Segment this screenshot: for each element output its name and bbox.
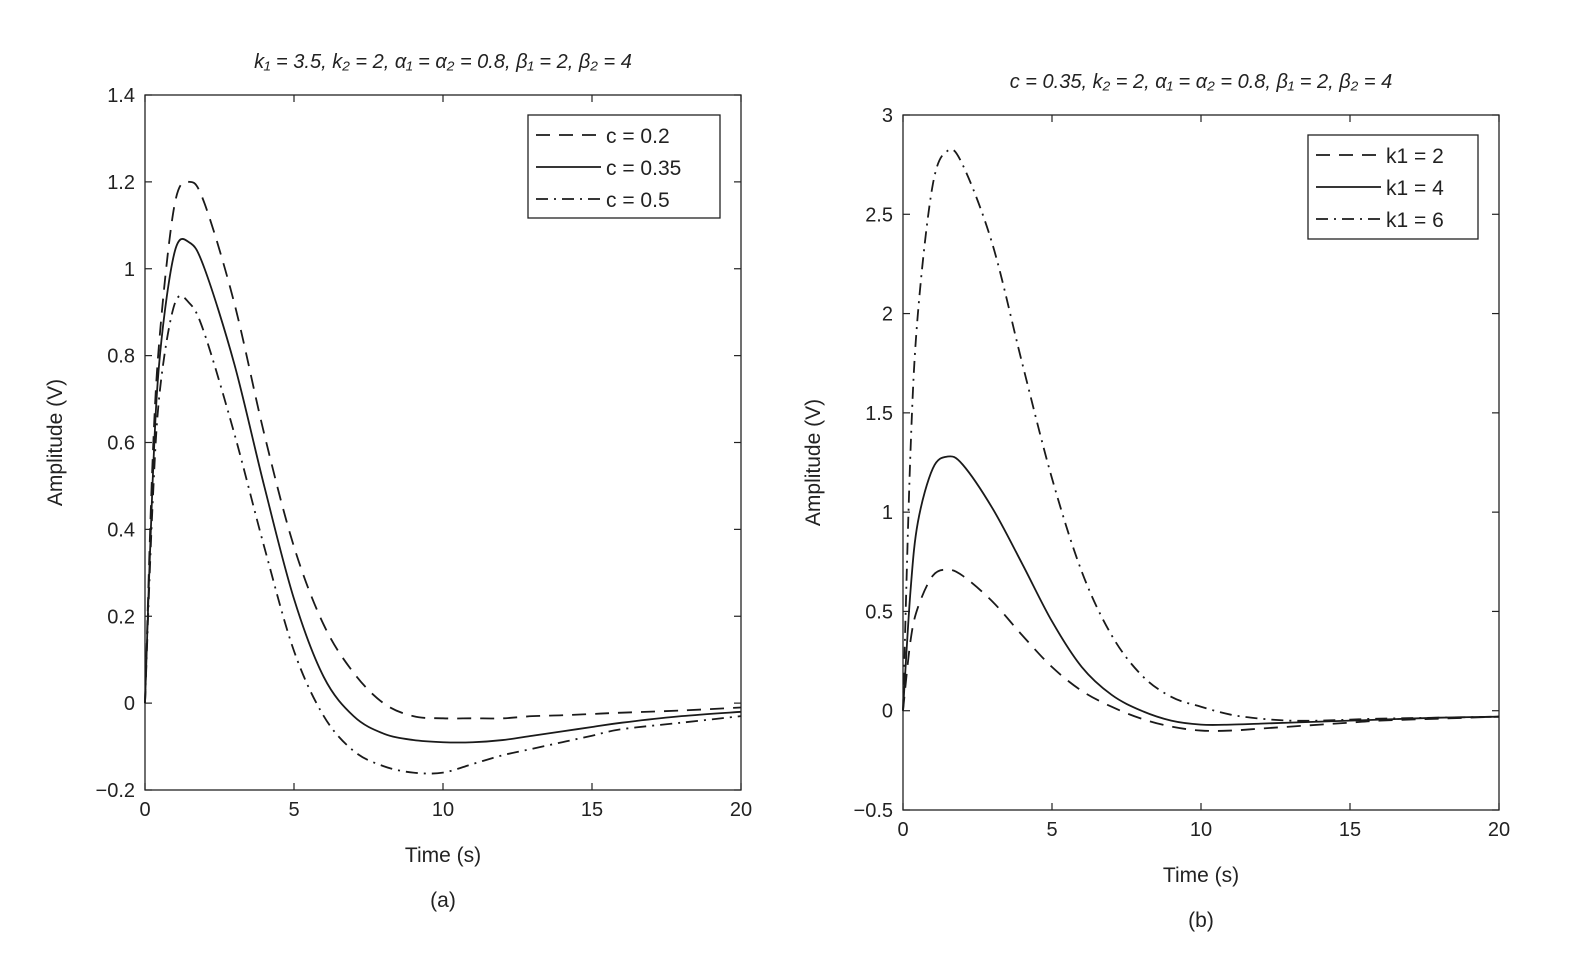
x-tick-label: 15 xyxy=(1339,819,1361,841)
x-tick-label: 5 xyxy=(288,799,299,821)
y-tick-label: 1.4 xyxy=(107,85,135,107)
chart-panel-a: k₁ = 3.5, k₂ = 2, α₁ = α₂ = 0.8, β₁ = 2,… xyxy=(44,51,752,912)
x-axis-label: Time (s) xyxy=(1163,864,1239,887)
series-line-dashed xyxy=(144,180,742,720)
y-tick-label: 2.5 xyxy=(865,204,893,226)
y-tick-label: −0.5 xyxy=(854,800,893,822)
y-tick-label: 0.5 xyxy=(865,601,893,623)
x-axis-label: Time (s) xyxy=(405,844,481,867)
x-tick-label: 0 xyxy=(897,819,908,841)
legend-entry: c = 0.5 xyxy=(606,189,670,212)
series-line-dashdot xyxy=(144,294,742,775)
x-tick-label: 10 xyxy=(1190,819,1212,841)
y-tick-label: 1.5 xyxy=(865,403,893,425)
legend: k1 = 2 k1 = 4 k1 = 6 xyxy=(1307,134,1479,240)
y-tick-label: 0.2 xyxy=(107,606,135,628)
y-tick-label: 0.6 xyxy=(107,433,135,455)
legend-entry: k1 = 4 xyxy=(1386,177,1444,200)
x-tick-label: 5 xyxy=(1046,819,1057,841)
y-tick-label: 3 xyxy=(882,105,893,127)
y-tick-label: 1 xyxy=(124,259,135,281)
x-tick-label: 0 xyxy=(139,799,150,821)
x-tick-label: 20 xyxy=(1488,819,1510,841)
y-tick-label: 2 xyxy=(882,304,893,326)
chart-title: c = 0.35, k₂ = 2, α₁ = α₂ = 0.8, β₁ = 2,… xyxy=(1010,71,1392,93)
y-tick-label: 0.8 xyxy=(107,346,135,368)
y-tick-label: −0.2 xyxy=(96,780,135,802)
series-line-dashed xyxy=(902,568,1500,732)
chart-title: k₁ = 3.5, k₂ = 2, α₁ = α₂ = 0.8, β₁ = 2,… xyxy=(254,51,632,73)
x-tick-label: 15 xyxy=(581,799,603,821)
y-axis-label: Amplitude (V) xyxy=(44,379,67,506)
legend-entry: k1 = 2 xyxy=(1386,145,1444,168)
panel-label: (b) xyxy=(1188,909,1214,932)
y-tick-label: 0 xyxy=(124,693,135,715)
x-tick-label: 20 xyxy=(730,799,752,821)
y-tick-label: 0 xyxy=(882,701,893,723)
legend-entry: c = 0.35 xyxy=(606,157,681,180)
y-tick-label: 1 xyxy=(882,502,893,524)
panel-label: (a) xyxy=(430,889,456,912)
legend-entry: c = 0.2 xyxy=(606,125,670,148)
series-line-solid xyxy=(902,455,1500,726)
y-axis-label: Amplitude (V) xyxy=(802,399,825,526)
x-tick-label: 10 xyxy=(432,799,454,821)
legend-entry: k1 = 6 xyxy=(1386,209,1444,232)
series-line-solid xyxy=(144,237,742,744)
y-tick-label: 1.2 xyxy=(107,172,135,194)
legend: c = 0.2 c = 0.35 c = 0.5 xyxy=(527,114,721,219)
series-line-dashdot xyxy=(902,148,1500,722)
chart-panel-b: c = 0.35, k₂ = 2, α₁ = α₂ = 0.8, β₁ = 2,… xyxy=(802,71,1510,932)
y-tick-label: 0.4 xyxy=(107,519,135,541)
